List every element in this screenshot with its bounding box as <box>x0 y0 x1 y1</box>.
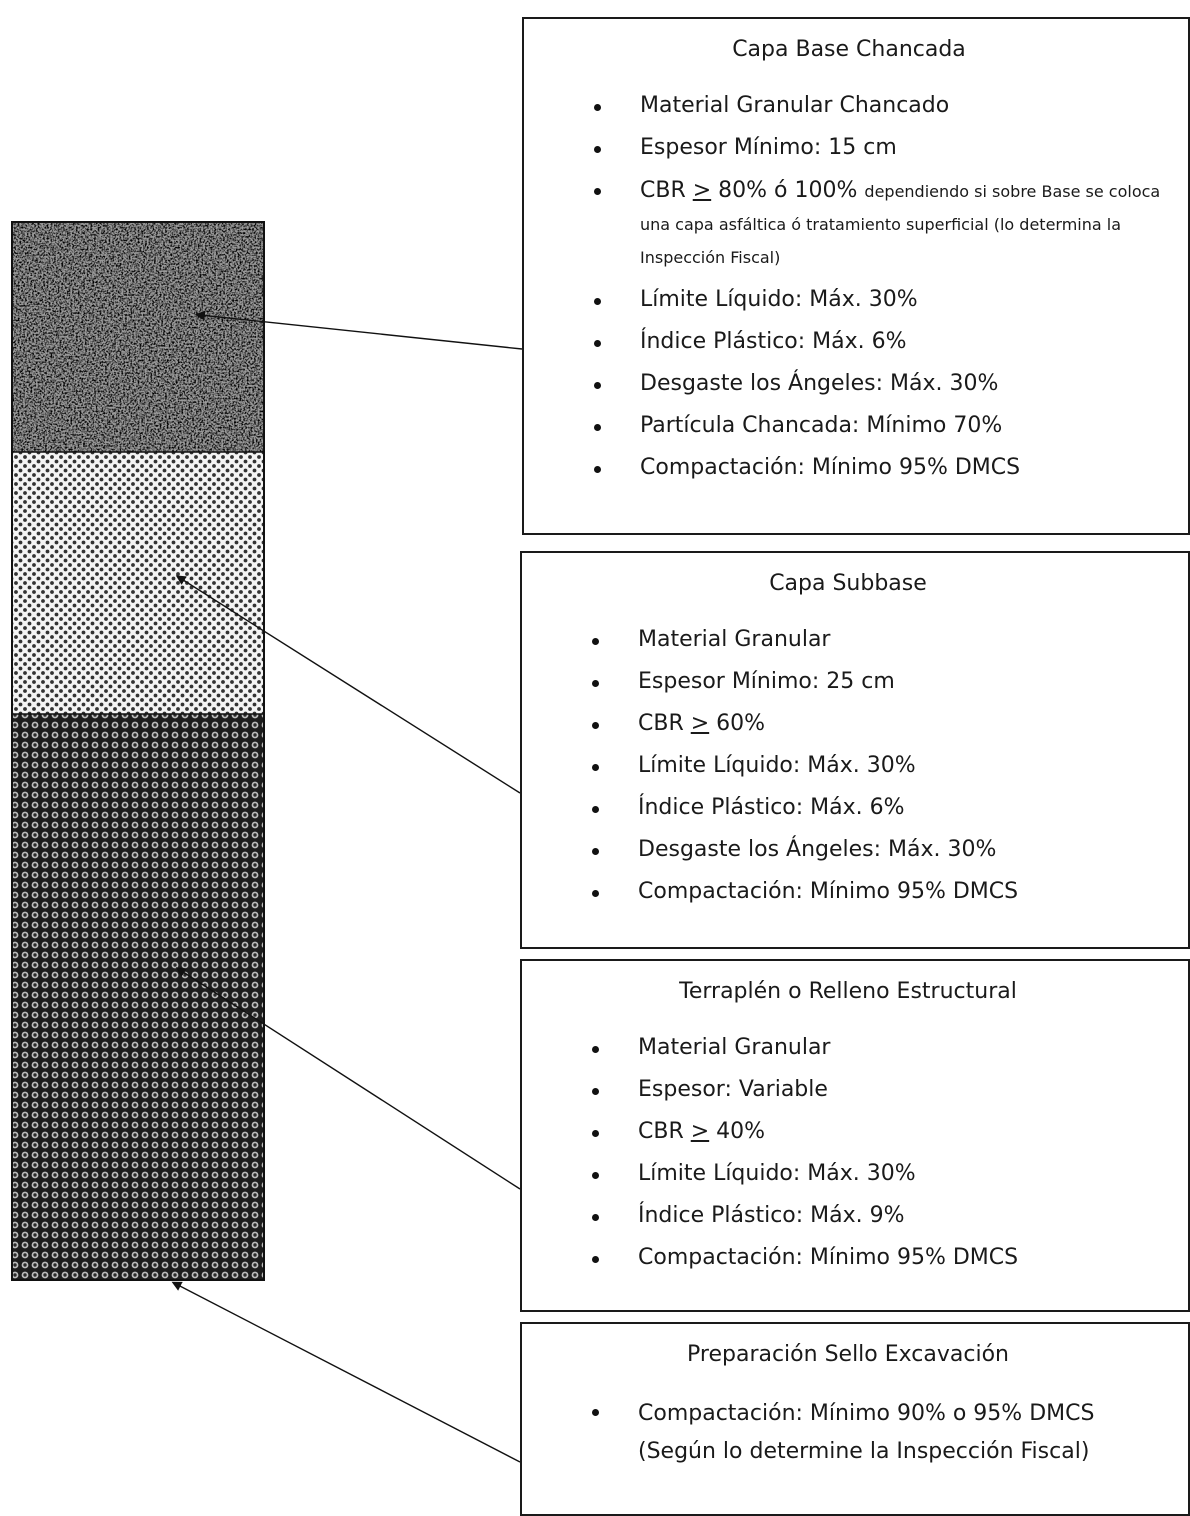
spec-list: Material Granular Chancado Espesor Mínim… <box>524 90 1174 483</box>
spec-box-title: Capa Base Chancada <box>732 37 966 62</box>
spec-list: Material Granular Espesor Mínimo: 25 cm … <box>522 624 1174 907</box>
spec-item: Límite Líquido: Máx. 30% <box>592 1158 1174 1189</box>
spec-item-cbr: CBR > 60% <box>592 708 1174 739</box>
spec-item: Espesor Mínimo: 15 cm <box>594 132 1174 163</box>
cbr-label: CBR <box>640 178 693 203</box>
spec-box-title: Capa Subbase <box>769 571 927 596</box>
cbr-label: CBR <box>638 711 691 736</box>
spec-item: Límite Líquido: Máx. 30% <box>594 284 1174 315</box>
layer-base-chancada <box>12 222 264 452</box>
spec-item: Índice Plástico: Máx. 6% <box>592 792 1174 823</box>
spec-item: Índice Plástico: Máx. 6% <box>594 326 1174 357</box>
spec-item: Límite Líquido: Máx. 30% <box>592 750 1174 781</box>
greater-equal-symbol: > <box>690 1119 710 1144</box>
cbr-value: 40% <box>709 1119 766 1144</box>
spec-list: Material Granular Espesor: Variable CBR … <box>522 1032 1174 1273</box>
spec-box-title: Terraplén o Relleno Estructural <box>679 979 1017 1004</box>
spec-item: Partícula Chancada: Mínimo 70% <box>594 410 1174 441</box>
layer-subbase <box>12 452 264 714</box>
spec-item: Desgaste los Ángeles: Máx. 30% <box>594 368 1174 399</box>
spec-box-base-chancada: Capa Base Chancada Material Granular Cha… <box>522 17 1190 535</box>
greater-equal-symbol: > <box>690 711 710 736</box>
leader-line-sello <box>171 1281 521 1463</box>
spec-item: Compactación: Mínimo 90% o 95% DMCS (Seg… <box>592 1395 1174 1471</box>
spec-box-subbase: Capa Subbase Material Granular Espesor M… <box>520 551 1190 949</box>
spec-item: Material Granular <box>592 1032 1174 1063</box>
cbr-label: CBR <box>638 1119 691 1144</box>
spec-item: Compactación: Mínimo 95% DMCS <box>592 1242 1174 1273</box>
spec-item: Desgaste los Ángeles: Máx. 30% <box>592 834 1174 865</box>
spec-box-sello-excavacion: Preparación Sello Excavación Compactació… <box>520 1322 1190 1516</box>
spec-list: Compactación: Mínimo 90% o 95% DMCS (Seg… <box>522 1395 1174 1471</box>
spec-item-cbr: CBR > 80% ó 100% dependiendo si sobre Ba… <box>594 174 1174 273</box>
layer-terraplen <box>12 714 264 1280</box>
spec-item: Índice Plástico: Máx. 9% <box>592 1200 1174 1231</box>
spec-item: Compactación: Mínimo 95% DMCS <box>592 876 1174 907</box>
greater-equal-symbol: > <box>692 178 712 203</box>
spec-box-terraplen: Terraplén o Relleno Estructural Material… <box>520 959 1190 1312</box>
spec-item: Compactación: Mínimo 95% DMCS <box>594 452 1174 483</box>
cbr-note: dependiendo si sobre Base se coloca una … <box>640 182 1161 267</box>
spec-box-title: Preparación Sello Excavación <box>687 1342 1009 1367</box>
spec-item: Espesor: Variable <box>592 1074 1174 1105</box>
layer-column <box>11 221 265 1281</box>
cbr-value: 60% <box>709 711 766 736</box>
spec-item: Espesor Mínimo: 25 cm <box>592 666 1174 697</box>
spec-item: Material Granular Chancado <box>594 90 1174 121</box>
cbr-value: 80% ó 100% <box>711 178 858 203</box>
spec-item-cbr: CBR > 40% <box>592 1116 1174 1147</box>
spec-item: Material Granular <box>592 624 1174 655</box>
